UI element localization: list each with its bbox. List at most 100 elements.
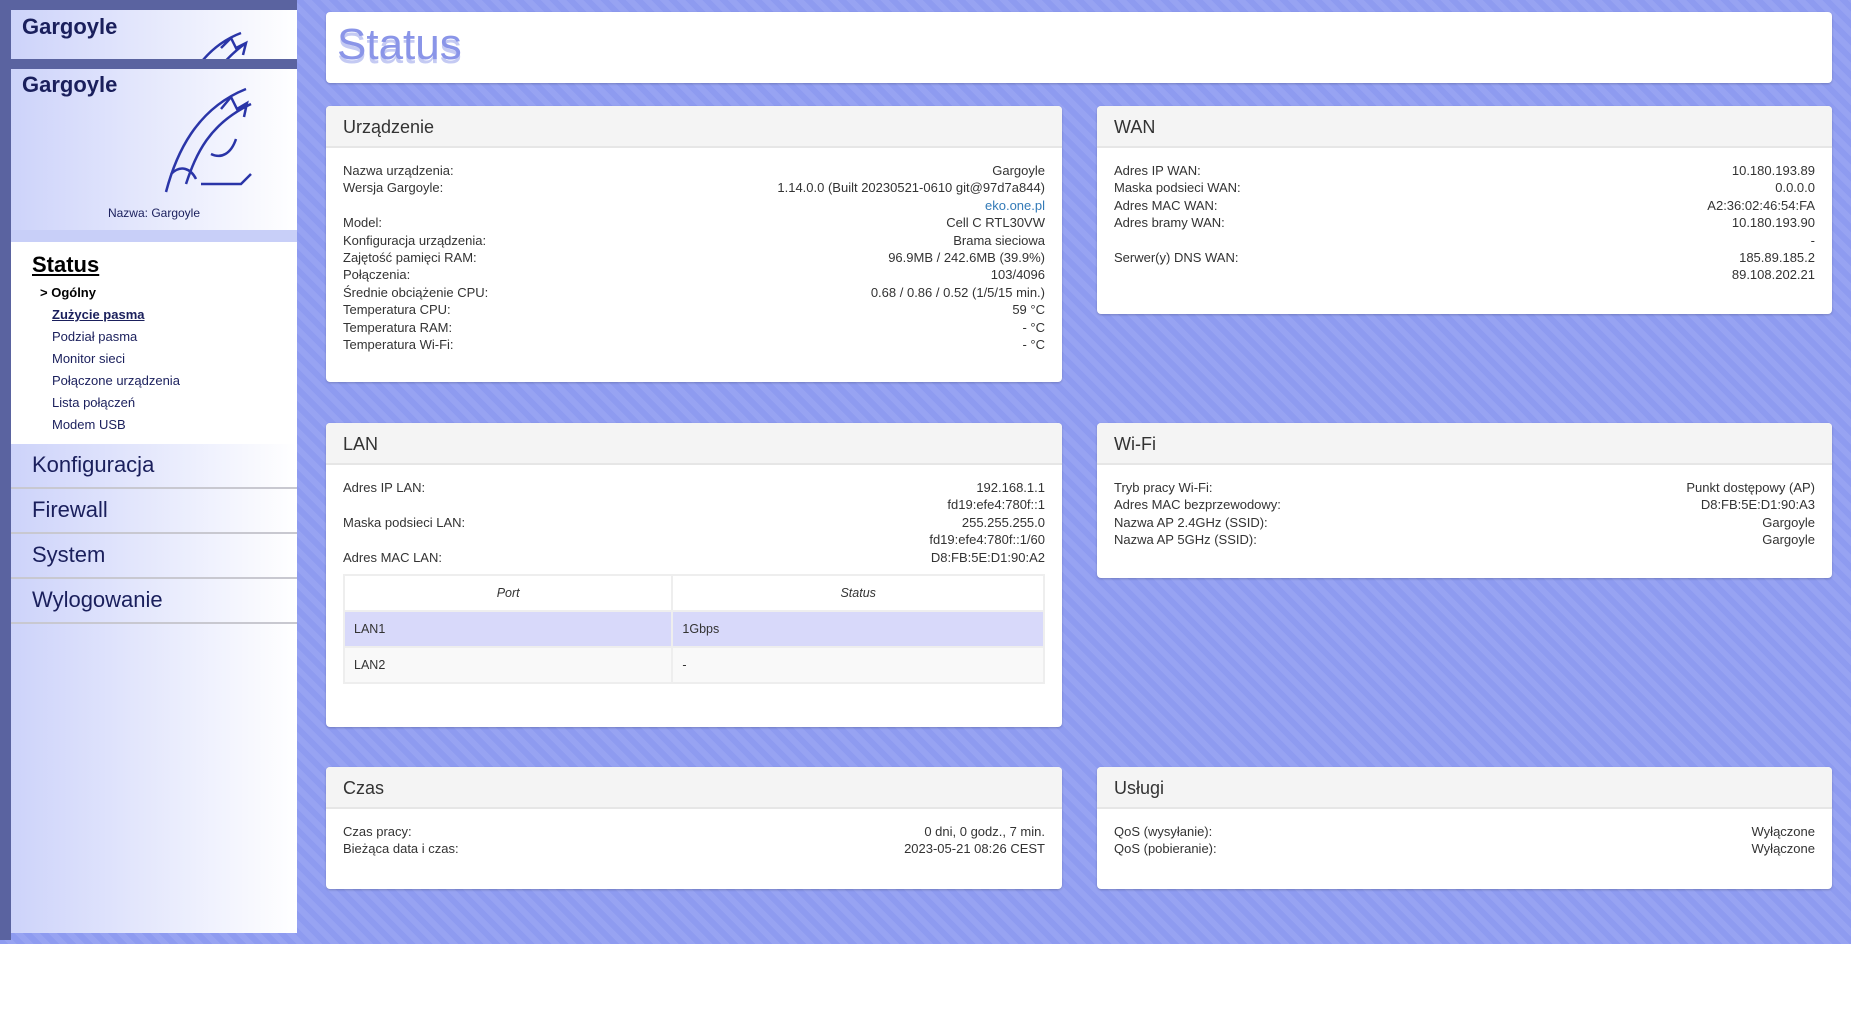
table-row: LAN2- <box>342 646 1045 685</box>
info-label: Model: <box>343 215 383 231</box>
info-value: 0.68 / 0.86 / 0.52 (1/5/15 min.) <box>870 284 1045 300</box>
info-values: 185.89.185.2 89.108.202.21 <box>1732 249 1815 284</box>
info-value: 255.255.255.0 <box>961 514 1045 530</box>
info-values: 59 °C <box>1012 301 1045 318</box>
info-values: Brama sieciowa <box>953 232 1045 249</box>
sidebar-subitem-bandwidth-usage[interactable]: Zużycie pasma <box>52 307 145 322</box>
info-value: 1.14.0.0 (Built 20230521-0610 git@97d7a8… <box>777 180 1045 196</box>
info-value: Wyłączone <box>1751 824 1815 839</box>
sidebar-item-firewall[interactable]: Firewall <box>11 489 297 534</box>
brand-title: Gargoyle <box>22 14 118 39</box>
info-label: Adres MAC WAN: <box>1114 197 1218 213</box>
info-row: Nazwa urządzenia: Gargoyle <box>343 162 1045 179</box>
sidebar-item-status[interactable]: Status <box>32 252 100 277</box>
info-row: Połączenia: 103/4096 <box>343 266 1045 283</box>
info-values: D8:FB:5E:D1:90:A2 <box>931 549 1045 566</box>
info-value: Punkt dostępowy (AP) <box>1686 480 1815 495</box>
info-label: Połączenia: <box>343 267 411 283</box>
info-value: Brama sieciowa <box>953 232 1045 248</box>
info-row: Maska podsieci LAN: 255.255.255.0 fd19:efe… <box>343 514 1045 549</box>
info-row: Wersja Gargoyle: 1.14.0.0 (Built 20230521… <box>343 179 1045 214</box>
info-label: Konfiguracja urządzenia: <box>343 232 487 248</box>
info-row: Nazwa AP 5GHz (SSID): Gargoyle <box>1114 531 1815 548</box>
port-table-header: Port <box>342 574 674 613</box>
info-label: Adres MAC bezprzewodowy: <box>1114 497 1281 513</box>
card-title: Usługi <box>1097 767 1832 809</box>
info-value: - °C <box>1022 319 1045 335</box>
sidebar-item-configuration[interactable]: Konfiguracja <box>11 444 297 489</box>
card-body: Adres IP WAN: 10.180.193.89 Maska podsieci… <box>1097 148 1832 284</box>
info-row: Temperatura RAM: - °C <box>343 319 1045 336</box>
info-value: 0 dni, 0 godz., 7 min. <box>924 824 1045 839</box>
info-row: Serwer(y) DNS WAN: 185.89.185.2 89.108.202… <box>1114 249 1815 284</box>
sidebar-subitem-connected-devices[interactable]: Połączone urządzenia <box>52 373 180 388</box>
sidebar-subitem-network-monitor[interactable]: Monitor sieci <box>52 351 125 366</box>
info-row: Adres MAC LAN: D8:FB:5E:D1:90:A2 <box>343 549 1045 566</box>
info-row: QoS (pobieranie): Wyłączone <box>1114 840 1815 857</box>
info-label: Nazwa urządzenia: <box>343 163 454 178</box>
info-row: Adres bramy WAN: 10.180.193.90- <box>1114 214 1815 249</box>
wifi-card: Wi-Fi Tryb pracy Wi-Fi: Punkt dostępowy (A… <box>1097 423 1832 578</box>
info-values: A2:36:02:46:54:FA <box>1707 197 1815 214</box>
info-values: 10.180.193.89 <box>1732 162 1815 179</box>
info-label: Czas pracy: <box>343 824 412 839</box>
info-value: fd19:efe4:780f::1/60 <box>929 532 1045 548</box>
sidebar-subitem-connection-list[interactable]: Lista połączeń <box>52 395 136 410</box>
info-row: Adres IP WAN: 10.180.193.89 <box>1114 162 1815 179</box>
info-row: Średnie obciążenie CPU: 0.68 / 0.86 / 0.5… <box>343 284 1045 301</box>
sidebar-subitem-general[interactable]: > Ogólny <box>40 285 96 300</box>
info-values: 0 dni, 0 godz., 7 min. <box>924 823 1045 840</box>
info-values: 103/4096 <box>991 266 1045 283</box>
sidebar-subitem-usb-modem[interactable]: Modem USB <box>52 417 126 432</box>
info-value: 192.168.1.1 <box>976 480 1045 495</box>
info-label: Adres IP LAN: <box>343 480 426 495</box>
info-values: 96.9MB / 242.6MB (39.9%) <box>888 249 1045 266</box>
info-label: Nazwa AP 2.4GHz (SSID): <box>1114 514 1268 530</box>
header-banner-top: Gargoyle <box>11 0 297 59</box>
info-values: Wyłączone <box>1752 823 1815 840</box>
info-label: Wersja Gargoyle: <box>343 180 444 196</box>
info-value: D8:FB:5E:D1:90:A2 <box>930 549 1045 565</box>
info-row: Zajętość pamięci RAM: 96.9MB / 242.6MB (3… <box>343 249 1045 266</box>
info-label: QoS (wysyłanie): <box>1114 824 1213 839</box>
info-value: Gargoyle <box>1762 532 1815 548</box>
info-label: Średnie obciążenie CPU: <box>343 284 489 300</box>
info-label: Temperatura RAM: <box>343 319 453 335</box>
info-value: 0.0.0.0 <box>1775 180 1815 196</box>
info-row: Adres IP LAN: 192.168.1.1 fd19:efe4:780f::… <box>343 479 1045 514</box>
info-row: Maska podsieci WAN: 0.0.0.0 <box>1114 179 1815 196</box>
card-body: Nazwa urządzenia: Gargoyle Wersja Gargoyle… <box>326 148 1062 353</box>
info-row: Temperatura Wi-Fi: - °C <box>343 336 1045 353</box>
eko-one-link[interactable]: eko.one.pl <box>985 197 1045 213</box>
gargoyle-logo-icon <box>164 87 252 193</box>
services-card: Usługi QoS (wysyłanie): Wyłączone QoS (pobi… <box>1097 767 1832 889</box>
page-title-card: Status <box>326 12 1832 83</box>
table-cell: - <box>671 646 1045 685</box>
sidebar-item-system[interactable]: System <box>11 534 297 579</box>
info-value: 185.89.185.2 <box>1739 250 1815 266</box>
info-value: - °C <box>1022 337 1045 353</box>
info-values: - °C <box>1022 336 1045 353</box>
time-card: Czas Czas pracy: 0 dni, 0 godz., 7 min. Bie… <box>326 767 1062 889</box>
sidebar-edge <box>0 0 11 940</box>
info-values: Gargoyle <box>1762 531 1815 548</box>
sidebar-item-logout[interactable]: Wylogowanie <box>11 579 297 624</box>
card-body: QoS (wysyłanie): Wyłączone QoS (pobieranie… <box>1097 809 1832 858</box>
info-values: - °C <box>1022 319 1045 336</box>
info-label: Adres IP WAN: <box>1114 163 1201 178</box>
info-value: 2023-05-21 08:26 CEST <box>904 841 1045 857</box>
port-table: Port Status LAN1 1Gbps LAN2- <box>342 574 1045 685</box>
info-values: Gargoyle <box>992 162 1045 179</box>
port-table-header: Status <box>671 574 1045 613</box>
card-title: LAN <box>326 423 1062 465</box>
brand-title: Gargoyle <box>22 72 118 97</box>
info-row: Adres MAC bezprzewodowy: D8:FB:5E:D1:90:A… <box>1114 496 1815 513</box>
info-values: 1.14.0.0 (Built 20230521-0610 git@97d7a8… <box>777 179 1045 214</box>
table-cell: 1Gbps <box>671 610 1045 649</box>
header-banner: Gargoyle Nazwa: Gargoyle <box>11 59 297 230</box>
sidebar-subitem-bandwidth-distribution[interactable]: Podział pasma <box>52 329 138 344</box>
info-label: Adres bramy WAN: <box>1114 215 1225 231</box>
card-body: Tryb pracy Wi-Fi: Punkt dostępowy (AP) Adr… <box>1097 465 1832 549</box>
info-value: Cell C RTL30VW <box>946 215 1045 231</box>
